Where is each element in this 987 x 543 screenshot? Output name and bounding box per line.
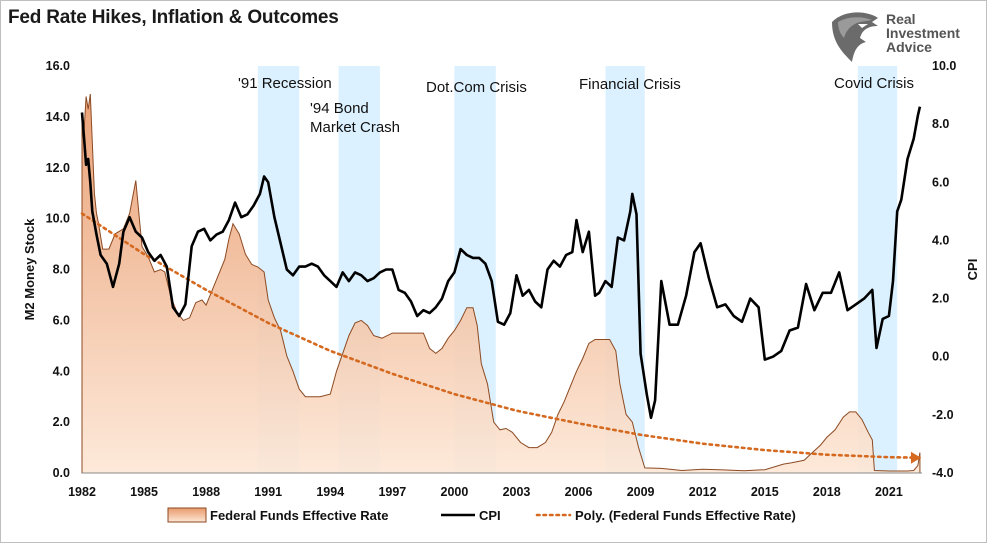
event-label-3-line-0: Financial Crisis (579, 76, 681, 93)
series-fed-funds-area (81, 93, 921, 474)
y-left-tick-14.0: 14.0 (46, 110, 70, 124)
x-tick-label-2000: 2000 (441, 485, 469, 499)
y-right-tick-0.0: 0.0 (932, 350, 949, 364)
event-label-2-line-0: Dot.Com Crisis (426, 79, 527, 96)
series-cpi-line (80, 106, 922, 420)
x-tick-label-1994: 1994 (316, 485, 344, 499)
x-tick-label-1985: 1985 (130, 485, 158, 499)
legend-swatch-fed-funds (167, 507, 207, 523)
eagle-head-icon (832, 12, 878, 62)
y-left-tick-2.0: 2.0 (53, 415, 70, 429)
event-label-4-line-0: Covid Crisis (834, 75, 914, 92)
x-tick-label-2018: 2018 (813, 485, 841, 499)
y-left-tick-10.0: 10.0 (46, 212, 70, 226)
y-left-tick-4.0: 4.0 (53, 364, 70, 378)
y-right-tick--4.0: -4.0 (932, 466, 954, 480)
y-right-axis-title: CPI (965, 259, 980, 281)
y-left-tick-0.0: 0.0 (53, 466, 70, 480)
y-left-tick-8.0: 8.0 (53, 263, 70, 277)
brand-line-1: Real (886, 11, 916, 27)
legend-label-poly: Poly. (Federal Funds Effective Rate) (575, 508, 796, 523)
x-tick-label-2006: 2006 (565, 485, 593, 499)
x-tick-label-2021: 2021 (875, 485, 903, 499)
x-tick-label-1988: 1988 (192, 485, 220, 499)
event-label-1-line-0: '94 Bond (310, 100, 369, 117)
brand-name: Real Investment Advice (886, 12, 960, 54)
x-tick-label-2015: 2015 (751, 485, 779, 499)
legend-label-cpi: CPI (479, 508, 501, 523)
x-tick-label-1982: 1982 (68, 485, 96, 499)
event-label-0-line-0: '91 Recession (238, 75, 332, 92)
brand-logo: Real Investment Advice (828, 8, 978, 66)
y-left-tick-16.0: 16.0 (46, 59, 70, 73)
brand-line-2: Investment (886, 25, 960, 41)
poly-trend-arrowhead (910, 451, 921, 464)
y-left-tick-12.0: 12.0 (46, 161, 70, 175)
y-left-axis-title: M2 Money Stock (22, 218, 37, 321)
y-right-tick-8.0: 8.0 (932, 117, 949, 131)
legend-label-fed-funds: Federal Funds Effective Rate (210, 508, 388, 523)
event-band-4 (857, 66, 898, 473)
y-right-tick-10.0: 10.0 (932, 59, 956, 73)
x-tick-label-2009: 2009 (627, 485, 655, 499)
x-tick-label-1991: 1991 (254, 485, 282, 499)
y-right-tick--2.0: -2.0 (932, 408, 954, 422)
series-poly-trend-line (80, 212, 922, 459)
x-tick-label-1997: 1997 (378, 485, 406, 499)
y-right-tick-4.0: 4.0 (932, 233, 949, 247)
y-right-tick-6.0: 6.0 (932, 175, 949, 189)
y-left-tick-6.0: 6.0 (53, 313, 70, 327)
y-right-tick-2.0: 2.0 (932, 292, 949, 306)
x-tick-label-2012: 2012 (689, 485, 717, 499)
x-tick-label-2003: 2003 (503, 485, 531, 499)
chart-title: Fed Rate Hikes, Inflation & Outcomes (8, 7, 339, 28)
event-label-1-line-1: Market Crash (310, 119, 400, 136)
brand-line-3: Advice (886, 39, 932, 55)
